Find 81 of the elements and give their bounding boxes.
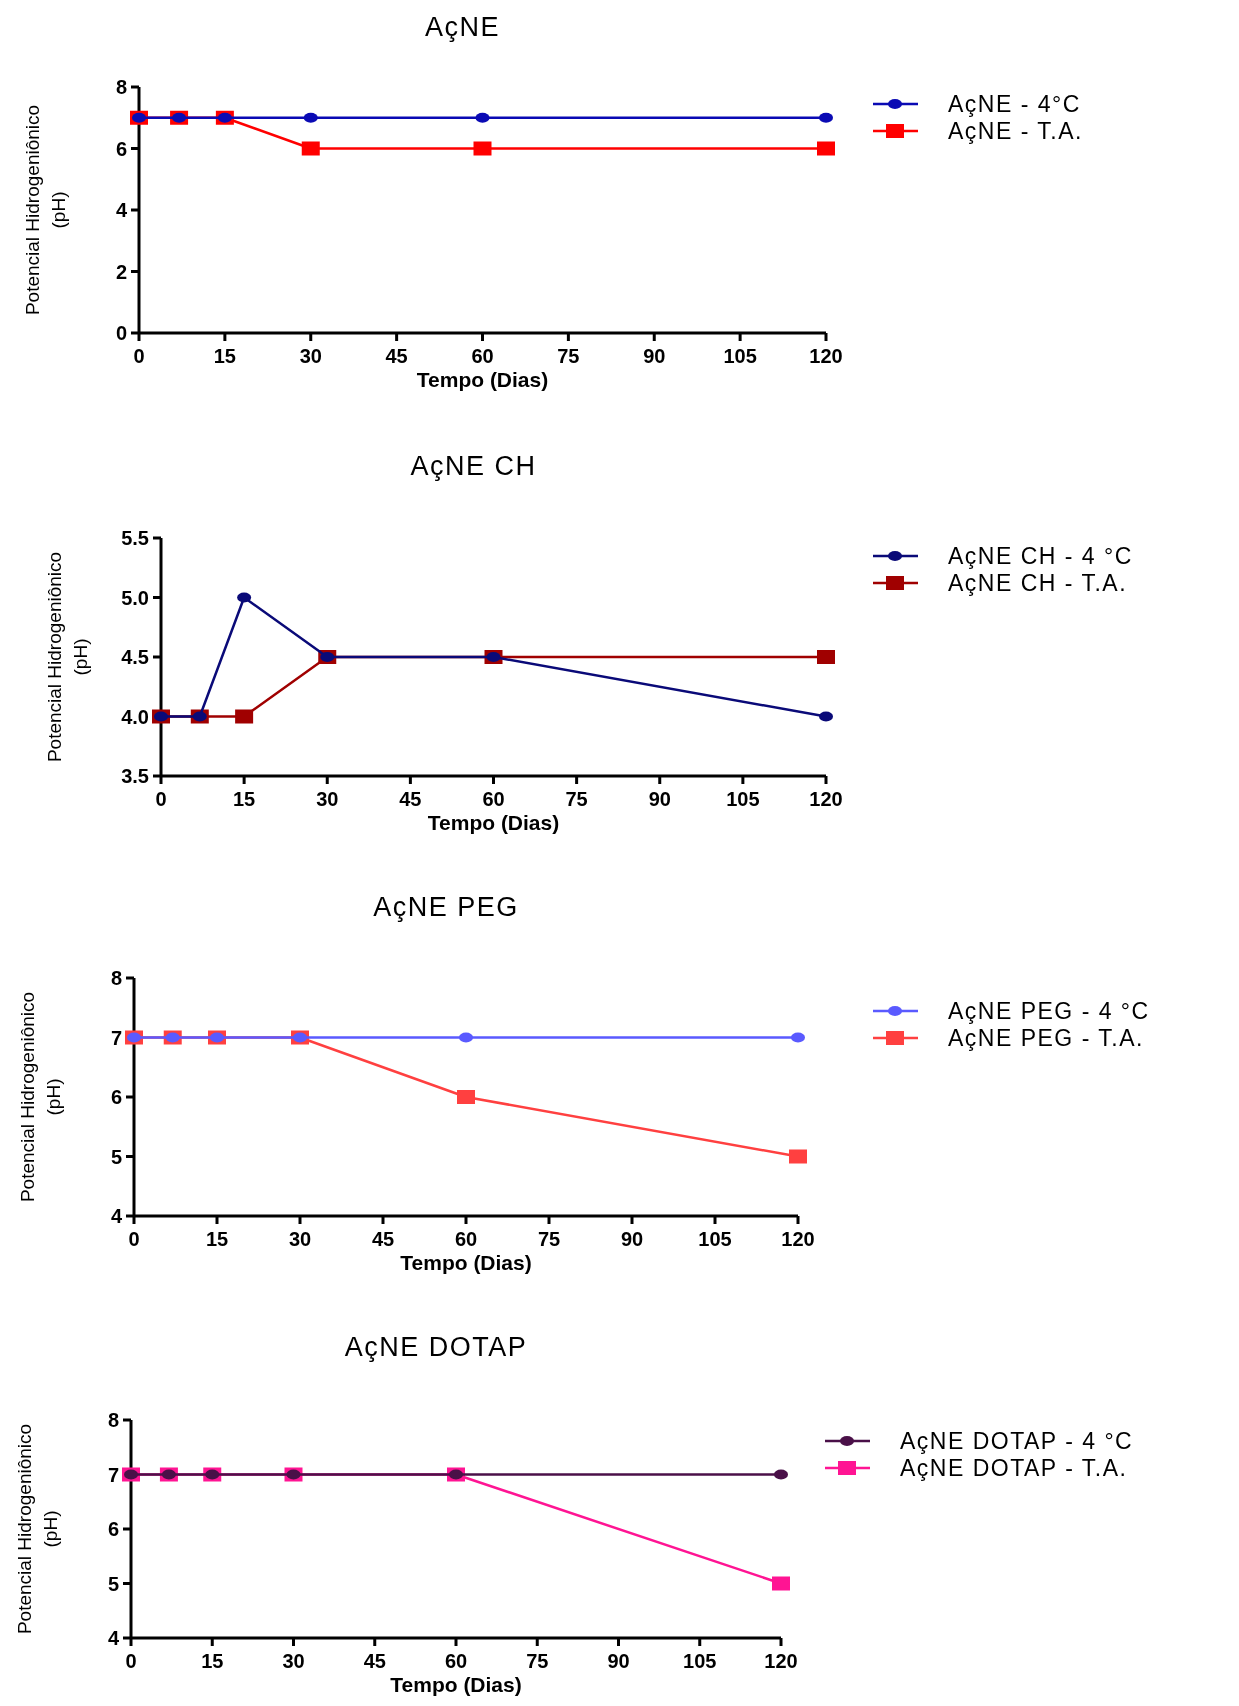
x-axis-title: Tempo (Dias) [390, 1673, 522, 1696]
y-tick-label: 7 [110, 1026, 122, 1049]
y-tick-label: 5 [107, 1572, 119, 1595]
y-tick-label: 5 [110, 1145, 122, 1168]
x-tick-label: 15 [233, 788, 256, 810]
y-tick-label: 2 [115, 260, 127, 283]
y-tick-label: 5.5 [121, 527, 149, 549]
y-tick-label: 3.5 [121, 765, 149, 787]
x-tick-label: 90 [643, 345, 666, 367]
x-tick-label: 75 [565, 788, 588, 810]
x-axis-title: Tempo (Dias) [427, 811, 560, 834]
y-tick-label: 8 [115, 76, 127, 98]
y-axis-title: Potencial Hidrogeniônico (pH) [22, 104, 69, 316]
x-tick-label: 15 [213, 345, 236, 367]
x-tick-label: 0 [155, 788, 167, 810]
legend-label: AçNE DOTAP - T.A. [900, 1455, 1128, 1481]
point [789, 1149, 807, 1164]
y-tick-label: 7 [107, 1463, 119, 1486]
y-tick-label: 4.0 [121, 705, 149, 728]
y-tick-label: 0 [115, 322, 127, 344]
y-tick-label: 8 [110, 967, 122, 989]
point [817, 650, 835, 664]
x-tick-label: 45 [385, 345, 408, 367]
x-tick-label: 75 [537, 1228, 561, 1250]
legend-label: AçNE CH - T.A. [948, 570, 1128, 596]
chart-title: AçNE [424, 12, 501, 42]
x-tick-label: 105 [698, 1228, 732, 1250]
point [791, 1032, 805, 1043]
x-tick-label: 120 [809, 788, 843, 810]
x-tick-label: 30 [282, 1650, 305, 1672]
x-tick-label: 60 [482, 788, 505, 810]
x-axis-title: Tempo (Dias) [416, 368, 549, 391]
y-tick-label: 5.0 [121, 586, 149, 609]
x-tick-label: 90 [607, 1650, 630, 1672]
chart-title: AçNE CH [410, 451, 537, 481]
x-tick-label: 60 [471, 345, 494, 367]
x-tick-label: 15 [201, 1650, 224, 1672]
legend-label: AçNE CH - 4 °C [948, 543, 1133, 569]
legend-label: AçNE DOTAP - 4 °C [900, 1428, 1134, 1454]
legend-label: AçNE - 4°C [948, 91, 1081, 117]
point [237, 592, 252, 603]
x-tick-label: 30 [288, 1228, 312, 1250]
x-axis-title: Tempo (Dias) [400, 1251, 532, 1274]
x-tick-label: 120 [809, 345, 843, 367]
x-tick-label: 75 [526, 1650, 549, 1672]
x-tick-label: 105 [726, 788, 760, 810]
legend-label: AçNE PEG - 4 °C [948, 998, 1150, 1024]
y-tick-label: 4.5 [121, 646, 149, 668]
y-tick-label: 6 [115, 137, 127, 160]
y-axis-title: Potencial Hidrogeniônico (pH) [44, 551, 91, 763]
x-tick-label: 30 [316, 788, 339, 810]
x-tick-label: 105 [683, 1650, 717, 1672]
chart-title: AçNE PEG [373, 892, 519, 922]
chart-title: AçNE DOTAP [344, 1332, 528, 1362]
y-tick-label: 4 [110, 1205, 123, 1227]
y-tick-label: 6 [110, 1086, 122, 1108]
x-tick-label: 15 [205, 1228, 229, 1250]
x-tick-label: 45 [371, 1228, 395, 1250]
y-tick-label: 4 [115, 199, 128, 221]
x-tick-label: 30 [299, 345, 322, 367]
point [235, 709, 254, 724]
x-tick-label: 105 [723, 345, 757, 367]
x-tick-label: 120 [764, 1650, 798, 1672]
legend-label: AçNE - T.A. [948, 118, 1083, 144]
y-tick-label: 4 [107, 1627, 120, 1649]
x-tick-label: 45 [363, 1650, 386, 1672]
y-tick-label: 6 [107, 1518, 119, 1540]
point [459, 1032, 473, 1043]
point [457, 1090, 475, 1104]
x-tick-label: 45 [399, 788, 422, 810]
y-axis-title: Potencial Hidrogeniônico (pH) [14, 1423, 61, 1635]
y-tick-label: 8 [107, 1409, 119, 1431]
x-tick-label: 60 [444, 1650, 468, 1672]
point [819, 711, 833, 722]
x-tick-label: 120 [781, 1228, 815, 1250]
x-tick-label: 90 [620, 1228, 644, 1250]
x-tick-label: 75 [557, 345, 580, 367]
y-axis-title: Potencial Hidrogeniônico (pH) [17, 991, 64, 1203]
x-tick-label: 90 [648, 788, 671, 810]
x-tick-label: 60 [454, 1228, 478, 1250]
legend-label: AçNE PEG - T.A. [948, 1025, 1144, 1051]
